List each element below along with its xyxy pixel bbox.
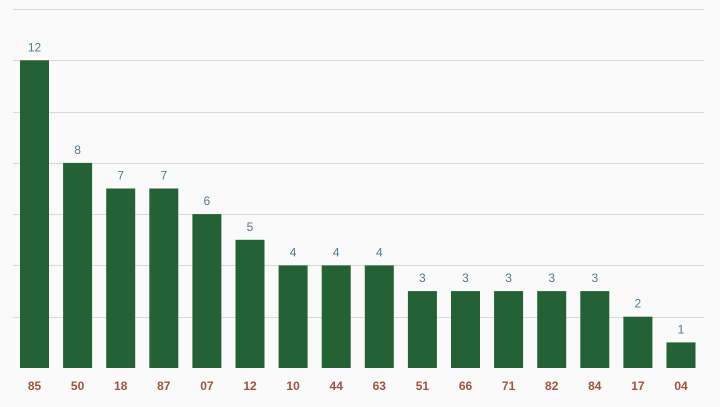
value-label: 7 xyxy=(160,169,167,183)
bar-85 xyxy=(20,60,49,369)
value-label: 3 xyxy=(505,271,512,285)
value-label: 3 xyxy=(462,271,469,285)
category-label: 71 xyxy=(502,379,516,393)
category-label: 18 xyxy=(114,379,128,393)
category-label: 44 xyxy=(330,379,344,393)
value-label: 4 xyxy=(290,245,297,259)
value-label: 8 xyxy=(74,143,81,157)
value-label: 6 xyxy=(204,194,211,208)
value-label: 7 xyxy=(117,169,124,183)
category-label: 17 xyxy=(631,379,645,393)
category-label: 51 xyxy=(416,379,430,393)
bar-50 xyxy=(63,162,93,368)
bar-82 xyxy=(537,291,567,368)
bar-87 xyxy=(149,188,179,368)
value-label: 12 xyxy=(28,40,42,54)
value-label: 3 xyxy=(419,271,426,285)
bars xyxy=(20,60,696,369)
bar-84 xyxy=(580,291,610,368)
bar-18 xyxy=(106,188,136,368)
category-label: 10 xyxy=(286,379,300,393)
value-label: 4 xyxy=(333,245,340,259)
bar-17 xyxy=(623,316,653,368)
bar-63 xyxy=(364,265,394,368)
category-label: 50 xyxy=(71,379,85,393)
category-label: 07 xyxy=(200,379,214,393)
bar-51 xyxy=(407,291,437,368)
value-label: 3 xyxy=(591,271,598,285)
category-label: 85 xyxy=(28,379,42,393)
bar-66 xyxy=(451,291,480,368)
bar-04 xyxy=(666,342,696,368)
category-label: 04 xyxy=(674,379,688,393)
bar-44 xyxy=(321,265,351,368)
category-label: 63 xyxy=(373,379,387,393)
value-label: 3 xyxy=(548,271,555,285)
category-label: 82 xyxy=(545,379,559,393)
category-label: 66 xyxy=(459,379,473,393)
category-label: 84 xyxy=(588,379,602,393)
bar-71 xyxy=(494,291,524,368)
bar-10 xyxy=(278,265,308,368)
value-label: 2 xyxy=(635,297,642,311)
value-label: 4 xyxy=(376,245,383,259)
bar-07 xyxy=(192,214,222,368)
category-label: 12 xyxy=(243,379,257,393)
category-label: 87 xyxy=(157,379,171,393)
value-label: 1 xyxy=(678,322,685,336)
value-label: 5 xyxy=(247,220,254,234)
value-labels: 12 8 7 7 6 5 4 4 4 3 3 3 3 3 2 1 xyxy=(28,40,685,336)
bar-12 xyxy=(235,239,265,368)
category-labels: 85 50 18 87 07 12 10 44 63 51 66 71 82 84 17 04 xyxy=(28,379,688,393)
